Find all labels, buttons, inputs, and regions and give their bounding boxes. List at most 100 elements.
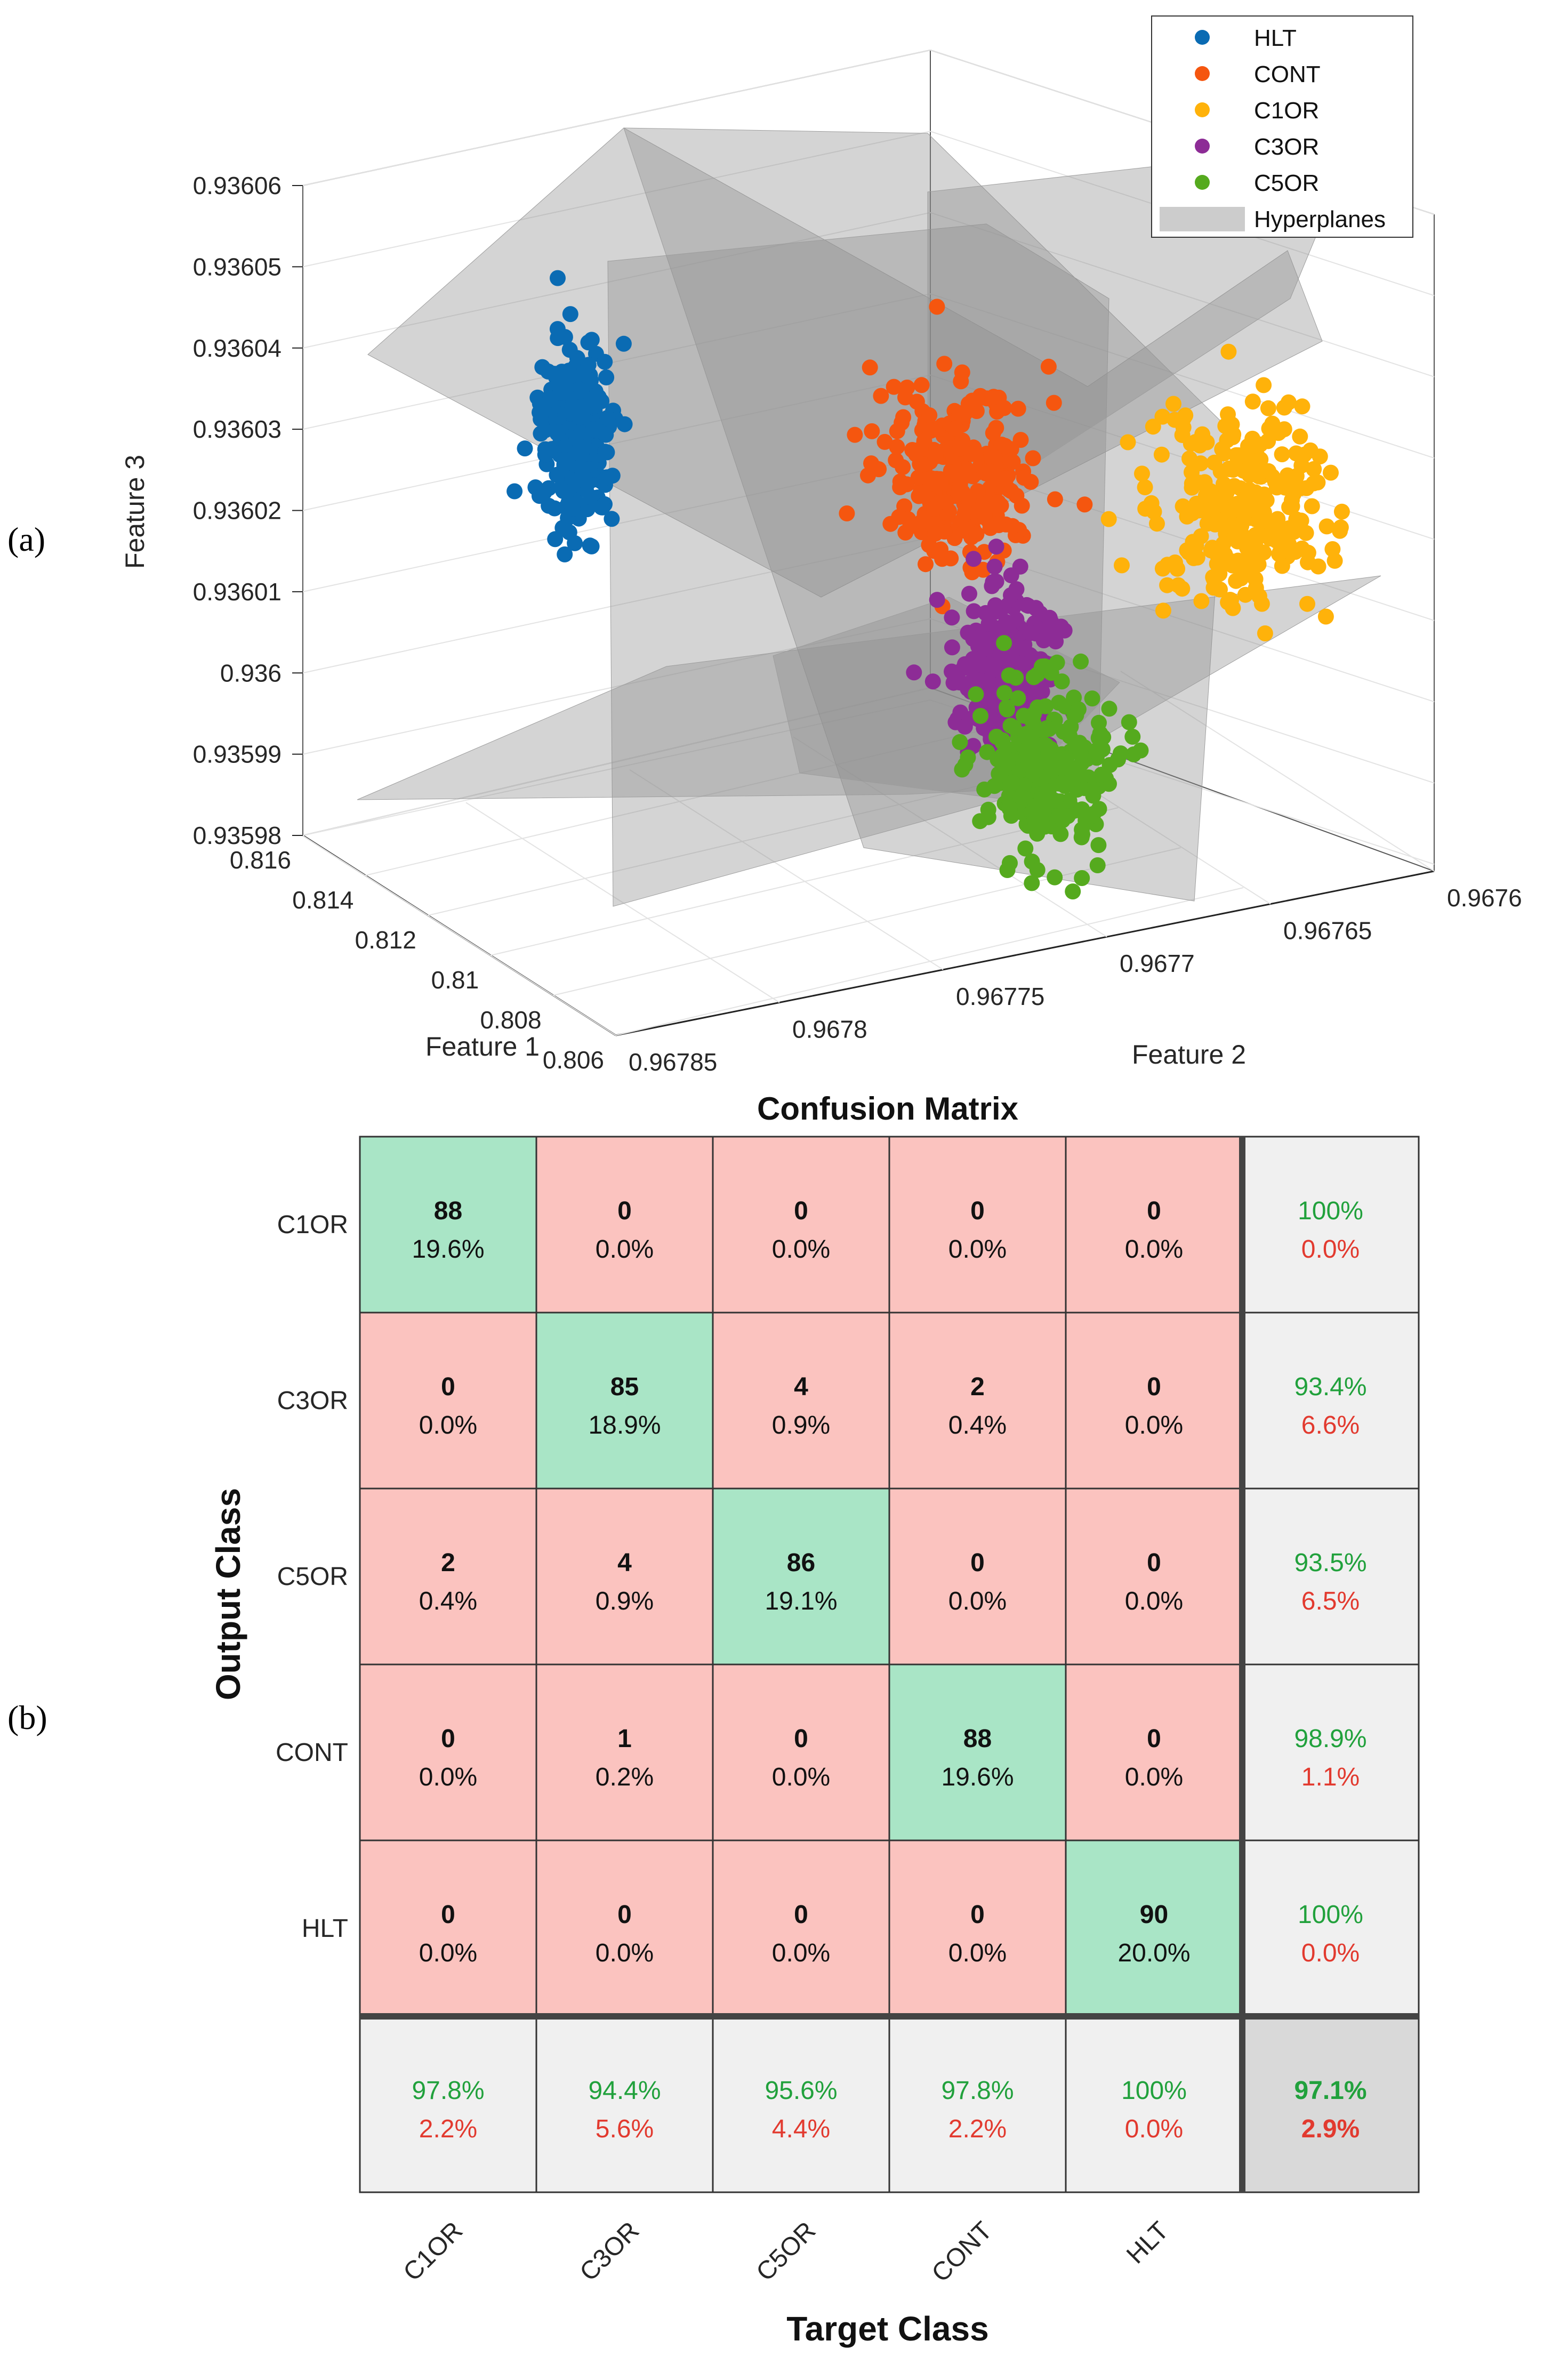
scatter-point-c1or	[1154, 408, 1171, 425]
series-c1or	[1100, 343, 1350, 641]
scatter-point-c1or	[1159, 577, 1176, 593]
scatter-point-c5or	[1065, 883, 1081, 900]
scatter-point-c5or	[1013, 789, 1030, 805]
scatter-point-c5or	[1052, 826, 1069, 842]
scatter-point-c1or	[1216, 518, 1232, 535]
cell-value: 95.6%	[765, 2077, 837, 2105]
scatter-point-cont	[847, 427, 863, 443]
legend-marker-c5or	[1195, 175, 1210, 190]
scatter-point-c3or	[998, 614, 1014, 630]
scatter-point-c1or	[1216, 476, 1232, 492]
scatter-point-hlt	[517, 440, 533, 457]
scatter-point-c3or	[924, 673, 941, 690]
scatter-point-hlt	[567, 535, 583, 551]
scatter-point-c5or	[1063, 771, 1079, 788]
scatter-point-c1or	[1284, 492, 1300, 509]
scatter-point-c5or	[1121, 714, 1137, 730]
scatter-point-c1or	[1257, 625, 1273, 641]
cell-percent: 19.1%	[765, 1587, 837, 1615]
scatter-point-cont	[914, 513, 930, 529]
scatter-point-c1or	[1258, 492, 1275, 509]
y-tick-label: 0.9677	[1120, 950, 1195, 977]
z-grid-line	[302, 50, 931, 186]
scatter-point-hlt	[580, 357, 597, 373]
cell-value: 93.4%	[1294, 1373, 1366, 1401]
scatter-point-c1or	[1167, 554, 1183, 570]
scatter-point-hlt	[506, 483, 523, 500]
matrix-cell	[712, 1839, 890, 2017]
scatter-point-c3or	[966, 603, 982, 620]
scatter-point-c1or	[1244, 393, 1261, 410]
scatter-point-c1or	[1181, 451, 1197, 467]
cell-percent: 0.0%	[948, 1235, 1007, 1264]
scatter-point-c1or	[1318, 518, 1335, 535]
cell-percent: 0.0%	[596, 1939, 654, 1967]
scatter-point-c5or	[980, 809, 996, 825]
scatter-point-c1or	[1207, 499, 1223, 516]
cell-value: 4	[794, 1373, 808, 1401]
matrix-cell	[888, 1839, 1067, 2017]
matrix-cell	[712, 1312, 890, 1490]
scatter-point-c5or	[1057, 724, 1074, 741]
cell-value: 0	[794, 1197, 808, 1225]
scatter-point-c3or	[978, 641, 994, 657]
matrix-cell	[1065, 1136, 1243, 1314]
output-class-label: C5OR	[277, 1563, 348, 1591]
matrix-cell	[888, 1663, 1067, 1841]
legend-marker-c1or	[1195, 102, 1210, 117]
matrix-cell	[888, 1136, 1067, 1314]
scatter-point-hlt	[599, 409, 616, 426]
scatter-point-c5or	[991, 766, 1007, 782]
matrix-cell	[1241, 1136, 1420, 1314]
scatter-point-hlt	[557, 329, 573, 345]
cell-percent: 2.2%	[419, 2115, 477, 2143]
matrix-cell	[712, 1136, 890, 1314]
target-class-label: C3OR	[575, 2216, 645, 2287]
cell-percent: 0.0%	[1125, 1235, 1183, 1264]
target-class-label: C1OR	[398, 2216, 469, 2287]
scatter-point-hlt	[555, 483, 572, 499]
cell-percent: 0.0%	[948, 1939, 1007, 1967]
scatter-point-c3or	[906, 664, 922, 681]
scatter-point-c1or	[1100, 511, 1117, 527]
z-tick-label: 0.93605	[193, 253, 282, 280]
z-tick-label: 0.93602	[193, 497, 282, 525]
legend-label: CONT	[1254, 61, 1321, 87]
scatter-point-c5or	[1040, 783, 1057, 800]
scatter-point-cont	[1004, 518, 1021, 534]
scatter-point-c1or	[1294, 398, 1310, 415]
cell-percent: 0.0%	[772, 1763, 830, 1791]
scatter-point-c1or	[1274, 446, 1290, 463]
z-grid-line	[930, 212, 1435, 377]
scatter-point-c5or	[954, 761, 970, 778]
scatter-point-c5or	[1001, 800, 1018, 817]
scatter-point-c5or	[1090, 837, 1107, 854]
scatter-point-c3or	[944, 639, 960, 656]
scatter-point-c1or	[1175, 498, 1191, 514]
scatter-point-hlt	[583, 332, 600, 348]
output-class-label: HLT	[302, 1914, 348, 1943]
scatter-point-c1or	[1270, 529, 1286, 545]
scatter-point-c1or	[1221, 460, 1237, 477]
scatter-point-c5or	[1024, 875, 1040, 891]
cell-value: 4	[617, 1549, 632, 1577]
output-class-label: C1OR	[277, 1211, 348, 1239]
scatter-point-c5or	[1101, 701, 1117, 717]
cell-percent: 0.0%	[419, 1763, 477, 1791]
cell-value: 2	[441, 1549, 455, 1577]
scatter-point-cont	[1040, 358, 1057, 375]
matrix-cell	[1065, 2015, 1243, 2193]
z-tick-label: 0.93603	[193, 415, 282, 443]
scatter-point-hlt	[572, 409, 588, 425]
scatter-point-cont	[860, 467, 876, 484]
scatter-point-c1or	[1193, 593, 1210, 609]
scatter-point-c1or	[1261, 420, 1277, 437]
scatter-point-hlt	[562, 306, 578, 323]
scatter-point-c3or	[986, 558, 1003, 575]
cell-value: 0	[1147, 1725, 1161, 1753]
scatter-point-c1or	[1288, 511, 1305, 528]
cell-percent: 0.0%	[948, 1587, 1007, 1615]
scatter-point-c5or	[994, 732, 1011, 749]
z-grid-line	[930, 293, 1435, 459]
